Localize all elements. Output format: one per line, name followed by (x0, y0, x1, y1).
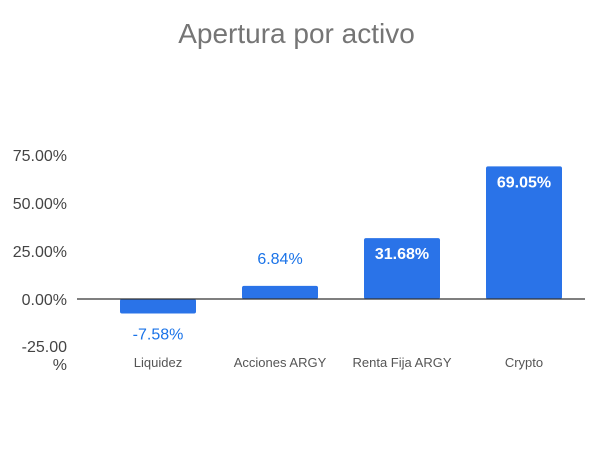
y-tick-label: 0.00% (22, 292, 67, 309)
bar (242, 285, 318, 299)
x-tick-label: Acciones ARGY (234, 355, 327, 370)
x-tick-label: Renta Fija ARGY (353, 355, 452, 370)
x-tick-label: Crypto (505, 355, 543, 370)
data-label: 31.68% (375, 246, 429, 263)
chart-title: Apertura por activo (178, 18, 415, 49)
data-label: -7.58% (133, 327, 184, 344)
y-tick-label: -25.00% (22, 339, 67, 374)
bar (364, 238, 440, 299)
bar (486, 166, 562, 299)
y-tick-label: 50.00% (13, 196, 67, 213)
y-tick-label: 25.00% (13, 244, 67, 261)
data-label: 6.84% (257, 251, 302, 268)
bar (120, 299, 196, 314)
y-tick-label: 75.00% (13, 148, 67, 165)
data-label: 69.05% (497, 174, 551, 191)
x-tick-label: Liquidez (134, 355, 182, 370)
